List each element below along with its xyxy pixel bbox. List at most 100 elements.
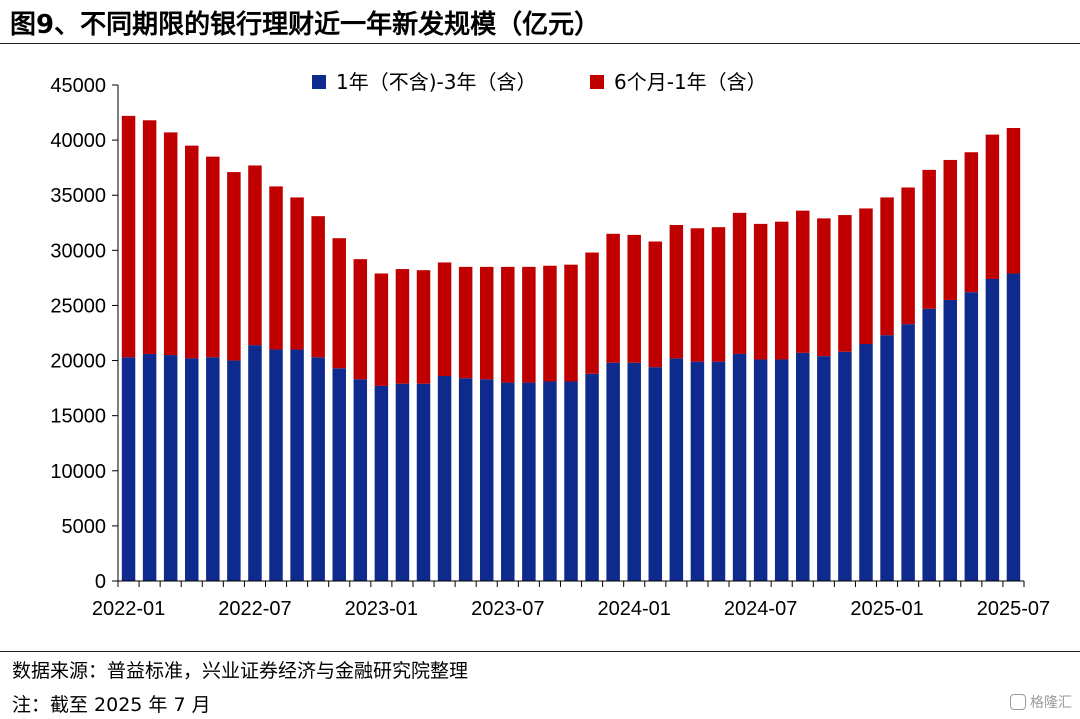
- legend-label: 6个月-1年（含）: [614, 70, 767, 94]
- bar-segment-6mto1y: [121, 115, 136, 358]
- bar-segment-1to3y: [248, 345, 262, 581]
- y-tick-label: 0: [95, 571, 106, 593]
- bar-segment-1to3y: [290, 349, 304, 581]
- bar-segment-1to3y: [353, 379, 368, 581]
- bar-segment-6mto1y: [248, 165, 262, 346]
- bar-segment-1to3y: [185, 358, 199, 581]
- bar-segment-6mto1y: [206, 156, 220, 358]
- bar-segment-1to3y: [437, 375, 452, 581]
- bar-segment-1to3y: [901, 324, 915, 581]
- bar-segment-1to3y: [985, 278, 1000, 581]
- bar-segment-6mto1y: [395, 269, 410, 384]
- bar-segment-1to3y: [479, 379, 494, 581]
- bar-segment-1to3y: [817, 356, 831, 581]
- bar-segment-6mto1y: [437, 262, 452, 376]
- bar-segment-6mto1y: [142, 120, 157, 354]
- y-tick-label: 30000: [50, 240, 106, 262]
- watermark: 格隆汇: [1010, 692, 1072, 712]
- x-tick-label: 2024-01: [598, 598, 671, 620]
- x-tick-label: 2024-07: [724, 598, 797, 620]
- bar-segment-1to3y: [206, 357, 220, 581]
- bar-segment-1to3y: [796, 352, 810, 581]
- bar-segment-1to3y: [163, 355, 178, 581]
- bar-segment-6mto1y: [416, 270, 431, 384]
- bar-segment-1to3y: [522, 382, 536, 581]
- bar-segment-1to3y: [501, 382, 515, 581]
- watermark-text: 格隆汇: [1030, 695, 1072, 711]
- bar-segment-1to3y: [269, 349, 283, 581]
- bar-segment-6mto1y: [838, 215, 852, 352]
- y-tick-label: 5000: [62, 516, 107, 538]
- bar-segment-6mto1y: [859, 208, 873, 345]
- bar-segment-6mto1y: [479, 266, 494, 380]
- bar-segment-6mto1y: [227, 172, 241, 361]
- bar-segment-1to3y: [332, 368, 346, 581]
- bar-segment-6mto1y: [374, 273, 389, 386]
- legend: 1年（不含)-3年（含） 6个月-1年（含）: [312, 70, 767, 94]
- legend-swatch: [590, 75, 604, 89]
- bar-segment-6mto1y: [669, 224, 684, 359]
- bar-segment-1to3y: [395, 383, 410, 581]
- bar-segment-1to3y: [627, 362, 641, 581]
- bar-segment-6mto1y: [922, 169, 936, 309]
- bar-segment-6mto1y: [501, 266, 515, 383]
- bar-segment-6mto1y: [290, 197, 304, 350]
- x-tick-label: 2023-01: [345, 598, 418, 620]
- y-tick-label: 35000: [50, 185, 106, 207]
- y-tick-label: 25000: [50, 295, 106, 317]
- bar-segment-6mto1y: [185, 145, 199, 359]
- bar-segment-6mto1y: [964, 152, 979, 293]
- bar-segment-6mto1y: [648, 241, 663, 368]
- x-tick-label: 2025-07: [977, 598, 1050, 620]
- stacked-bar-chart: 1年（不含)-3年（含） 6个月-1年（含） 0 5000 10000 15000 200…: [50, 70, 1050, 620]
- bar-segment-1to3y: [311, 357, 325, 581]
- y-tick-label: 10000: [50, 461, 106, 483]
- bar-segment-1to3y: [227, 360, 241, 581]
- legend-label: 1年（不含)-3年（含）: [336, 70, 536, 94]
- bar-segment-6mto1y: [1006, 127, 1021, 274]
- footnote: 注：截至 2025 年 7 月: [12, 694, 211, 716]
- y-tick-label: 20000: [50, 351, 106, 373]
- chart-title: 图9、不同期限的银行理财近一年新发规模（亿元）: [10, 10, 601, 40]
- bar-segment-1to3y: [753, 359, 768, 581]
- bar-segment-6mto1y: [732, 212, 747, 354]
- bar-segment-1to3y: [690, 361, 705, 581]
- bar-segment-1to3y: [1006, 273, 1021, 581]
- watermark-logo-icon: [1010, 694, 1026, 710]
- bar-segment-1to3y: [774, 359, 789, 581]
- bar-segment-1to3y: [564, 381, 578, 581]
- bar-segment-6mto1y: [311, 216, 325, 358]
- bar-segment-6mto1y: [943, 159, 957, 300]
- bar-segment-6mto1y: [796, 210, 810, 353]
- bar-segment-1to3y: [606, 362, 620, 581]
- bar-segment-6mto1y: [606, 233, 620, 363]
- bar-segment-6mto1y: [880, 197, 894, 336]
- x-axis: 2022-01 2022-07 2023-01 2023-07 2024-01 2024-…: [92, 580, 1050, 620]
- bar-segment-1to3y: [458, 378, 473, 581]
- data-source: 数据来源：普益标准，兴业证券经济与金融研究院整理: [12, 660, 469, 682]
- bar-segment-6mto1y: [985, 134, 1000, 279]
- y-tick-label: 15000: [50, 406, 106, 428]
- bar-segment-1to3y: [838, 351, 852, 581]
- bar-segment-1to3y: [711, 361, 726, 581]
- bar-segment-6mto1y: [711, 227, 726, 362]
- title-divider: [0, 43, 1080, 44]
- bar-segment-6mto1y: [627, 234, 641, 363]
- bar-segment-1to3y: [880, 335, 894, 581]
- bar-segment-6mto1y: [269, 186, 283, 350]
- bar-segment-6mto1y: [753, 223, 768, 360]
- bar-segment-6mto1y: [458, 266, 473, 379]
- x-tick-label: 2022-01: [92, 598, 165, 620]
- bar-segment-1to3y: [121, 357, 136, 581]
- footer-divider: [0, 651, 1080, 652]
- bar-segment-6mto1y: [564, 264, 578, 382]
- bar-segment-1to3y: [943, 299, 957, 581]
- bar-segment-1to3y: [585, 373, 599, 581]
- bar-segment-6mto1y: [774, 221, 789, 360]
- x-tick-label: 2023-07: [471, 598, 544, 620]
- bar-segment-1to3y: [142, 353, 157, 581]
- y-axis: 0 5000 10000 15000 20000 25000 30000 35000 40000…: [50, 75, 119, 593]
- bar-segment-1to3y: [859, 344, 873, 581]
- bar-segment-1to3y: [732, 353, 747, 581]
- legend-swatch: [312, 75, 326, 89]
